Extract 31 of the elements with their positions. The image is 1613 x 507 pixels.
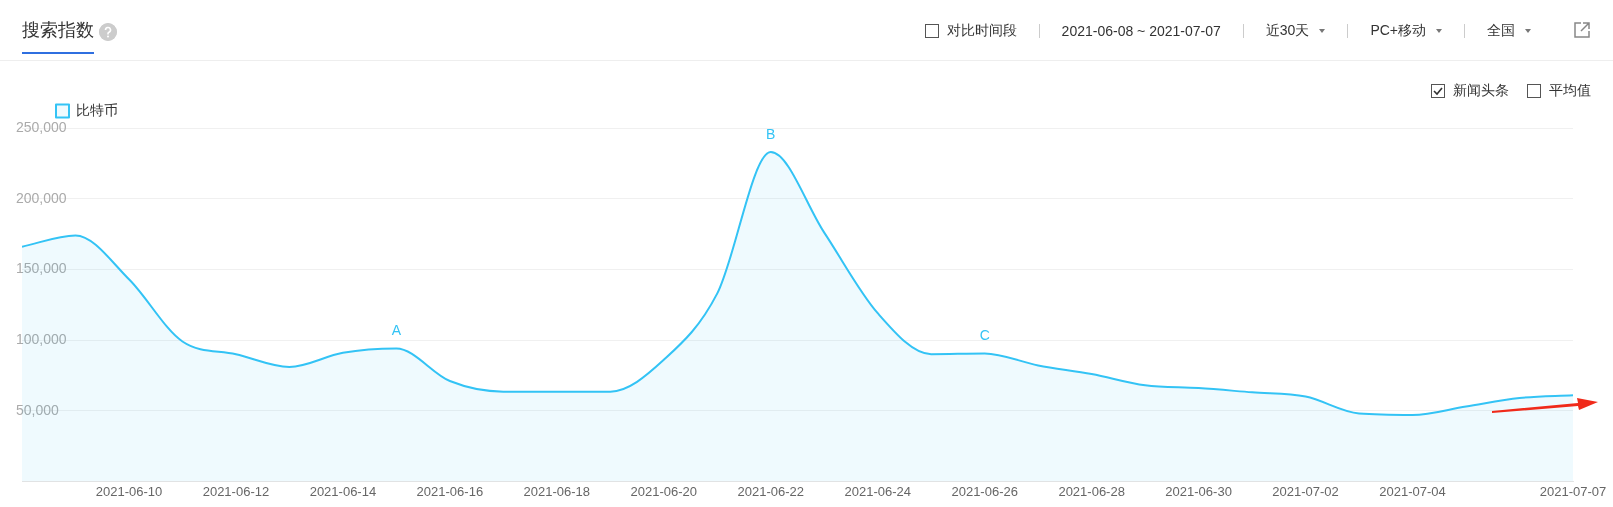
y-tick-label: 150,000 <box>16 260 67 277</box>
chart-title: 搜索指数 <box>22 18 94 54</box>
annotation: A <box>391 322 402 339</box>
text: 全国 <box>1487 22 1515 40</box>
text: 平均值 <box>1549 82 1591 100</box>
annotation: C <box>979 327 990 344</box>
x-tick-label: 2021-06-12 <box>202 483 270 499</box>
x-tick-label: 2021-07-04 <box>1379 483 1446 499</box>
x-tick-label: 2021-06-18 <box>523 483 591 499</box>
x-tick-label: 2021-07-02 <box>1272 483 1339 499</box>
x-tick-label: 2021-06-14 <box>309 483 377 499</box>
text: 近30天 <box>1265 22 1310 40</box>
y-tick-label: 200,000 <box>16 189 67 206</box>
text: 2021-06-08 ~ 2021-07-07 <box>1061 23 1221 39</box>
text: 新闻头条 <box>1453 82 1509 100</box>
x-tick-label: 2021-06-22 <box>737 483 805 499</box>
x-tick-label: 2021-06-16 <box>416 483 484 499</box>
x-tick-label: 2021-06-28 <box>1058 483 1125 499</box>
annotation: B <box>766 125 776 142</box>
x-tick-label: 2021-07-07 <box>1539 483 1607 499</box>
y-tick-label: 100,000 <box>16 330 67 347</box>
text: 对比时间段 <box>946 22 1017 40</box>
x-tick-label: 2021-06-20 <box>630 483 698 499</box>
x-tick-label: 2021-06-24 <box>844 483 911 499</box>
x-tick-label: 2021-06-30 <box>1165 483 1232 499</box>
y-tick-label: 250,000 <box>16 118 67 135</box>
legend-label: 比特币 <box>76 101 118 118</box>
x-tick-label: 2021-06-26 <box>951 483 1018 499</box>
y-tick-label: 50,000 <box>16 401 60 418</box>
x-tick-label: 2021-06-10 <box>95 483 163 499</box>
text: PC+移动 <box>1370 22 1426 40</box>
